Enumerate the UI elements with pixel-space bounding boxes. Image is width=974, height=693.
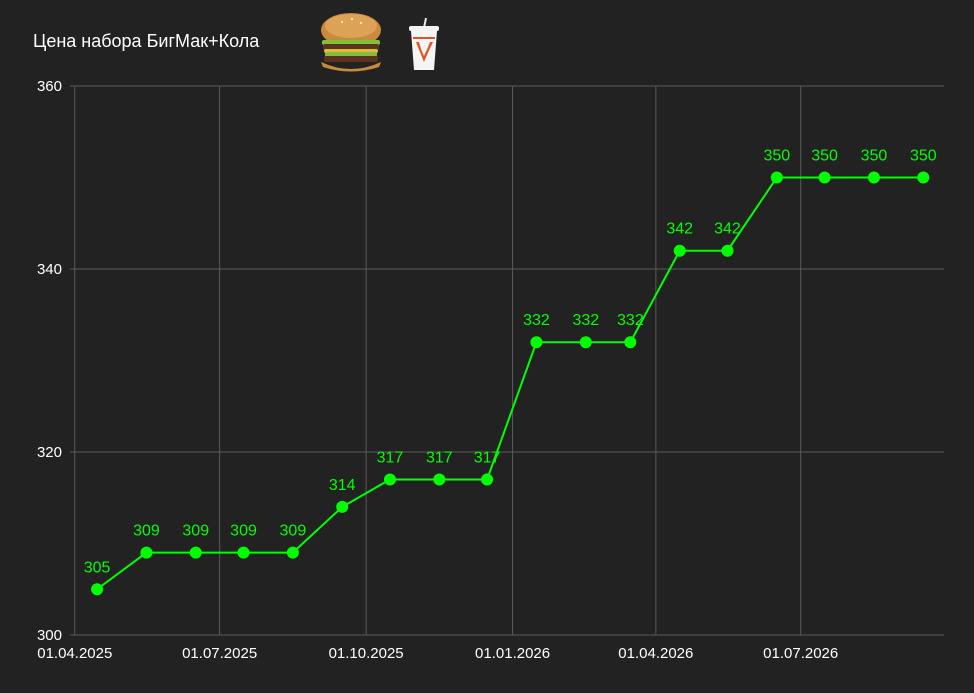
data-label: 314: [329, 477, 356, 494]
y-tick-label: 360: [37, 78, 62, 95]
data-label: 317: [426, 449, 453, 466]
data-point: [433, 473, 446, 486]
y-tick-label: 300: [37, 627, 62, 644]
data-label: 342: [714, 221, 741, 238]
data-point: [624, 336, 637, 349]
data-point: [189, 546, 202, 559]
data-label: 309: [230, 523, 257, 540]
data-label: 342: [666, 221, 693, 238]
data-point: [336, 500, 349, 513]
data-label: 305: [84, 559, 111, 576]
data-label: 350: [861, 148, 888, 165]
data-point: [237, 546, 250, 559]
chart-title: Цена набора БигМак+Кола: [33, 31, 260, 51]
data-label: 350: [910, 148, 937, 165]
data-label: 317: [377, 449, 404, 466]
y-tick-label: 320: [37, 444, 62, 461]
data-point: [818, 171, 831, 184]
data-point: [140, 546, 153, 559]
series-line: [96, 176, 924, 591]
data-label: 350: [811, 148, 838, 165]
data-point: [91, 583, 104, 596]
data-point: [721, 244, 734, 257]
data-point: [579, 336, 592, 349]
data-label: 332: [617, 312, 644, 329]
data-point: [383, 473, 396, 486]
y-tick-label: 340: [37, 261, 62, 278]
x-tick-label: 01.07.2025: [182, 645, 257, 662]
data-label: 309: [133, 523, 160, 540]
x-tick-label: 01.07.2026: [763, 645, 838, 662]
x-tick-label: 01.01.2026: [475, 645, 550, 662]
data-label: 332: [572, 312, 599, 329]
x-tick-label: 01.04.2026: [618, 645, 693, 662]
cola-cup-icon: [409, 18, 439, 70]
x-tick-label: 01.04.2025: [37, 645, 112, 662]
burger-icon: [321, 13, 381, 72]
data-label: 350: [763, 148, 790, 165]
data-label: 332: [523, 312, 550, 329]
data-point: [286, 546, 299, 559]
data-label: 309: [182, 523, 209, 540]
data-point: [867, 171, 880, 184]
data-point: [481, 473, 494, 486]
data-point: [530, 336, 543, 349]
data-point: [673, 244, 686, 257]
data-point: [770, 171, 783, 184]
data-label: 317: [474, 449, 501, 466]
data-label: 309: [280, 523, 307, 540]
data-point: [917, 171, 930, 184]
x-tick-label: 01.10.2025: [329, 645, 404, 662]
